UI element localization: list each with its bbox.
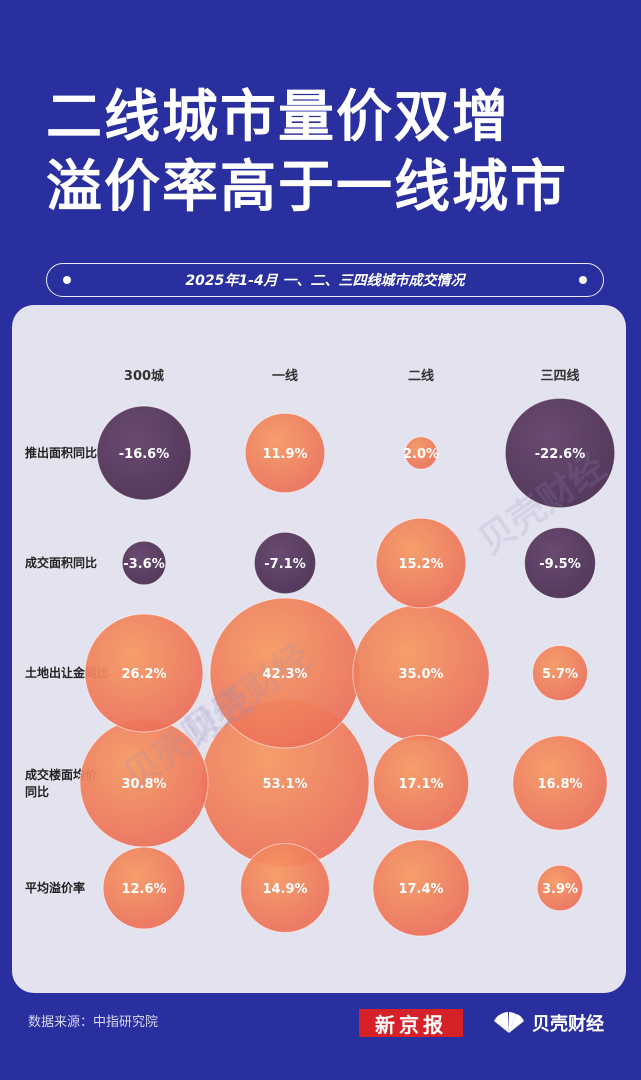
page-title-line1: 二线城市量价双增: [46, 85, 510, 150]
bubble-r2-c4: [524, 527, 596, 599]
value-label-r1-c1: -16.6%: [119, 447, 170, 462]
value-label-r3-c4: 5.7%: [542, 667, 578, 682]
beike-logo: 贝壳财经: [492, 1009, 604, 1037]
value-label-r3-c3: 35.0%: [398, 667, 443, 682]
value-label-r4-c1: 30.8%: [121, 777, 166, 792]
value-label-r4-c4: 16.8%: [537, 777, 582, 792]
value-label-r2-c2: -7.1%: [264, 557, 305, 572]
value-label-r1-c3: 2.0%: [403, 447, 439, 462]
data-source-note: 数据来源：中指研究院: [28, 1015, 159, 1030]
value-label-r5-c3: 17.4%: [398, 882, 443, 897]
bubble-r5-c1: [102, 846, 186, 930]
value-label-r5-c1: 12.6%: [121, 882, 166, 897]
bubble-r3-c1: [84, 613, 204, 733]
shell-icon: [494, 1012, 524, 1033]
beike-logo-text: 贝壳财经: [532, 1014, 604, 1035]
bubble-r2-c3: [375, 517, 467, 609]
bubble-r4-c4: [512, 735, 608, 831]
bubble-r1-c3: [404, 436, 438, 470]
value-label-r2-c4: -9.5%: [539, 557, 580, 572]
bubble-r2-c2: [253, 531, 317, 595]
bubble-r1-c1: [96, 405, 192, 501]
row-label-5: 平均溢价率: [25, 880, 85, 895]
value-label-r2-c3: 15.2%: [398, 557, 443, 572]
chart-subtitle: 2025年1-4月 一、二、三四线城市成交情况: [185, 273, 465, 289]
column-header-4: 三四线: [540, 368, 579, 384]
bubble-r5-c4: [536, 864, 584, 912]
bubble-r2-c1: [121, 540, 167, 586]
bubble-r5-c2: [240, 843, 330, 933]
value-label-r4-c2: 53.1%: [262, 777, 307, 792]
chart-panel: 300城 一线 二线 三四线 推出面积同比 成交面积同比 土地出让金同比 成交楼面均价同比 平均…: [12, 305, 626, 993]
value-label-r5-c4: 3.9%: [542, 882, 578, 897]
column-header-1: 300城: [124, 368, 164, 384]
value-label-r2-c1: -3.6%: [123, 557, 164, 572]
bubble-r5-c3: [372, 839, 470, 937]
bubble-r1-c2: [244, 412, 326, 494]
row-label-1: 推出面积同比: [25, 445, 97, 460]
value-label-r1-c4: -22.6%: [535, 447, 586, 462]
value-label-r4-c3: 17.1%: [398, 777, 443, 792]
xinjingbao-logo: 新京报: [359, 1009, 463, 1037]
value-label-r1-c2: 11.9%: [262, 447, 307, 462]
column-header-3: 二线: [408, 368, 434, 384]
column-header-2: 一线: [272, 368, 298, 384]
bullet-dot-icon: [579, 276, 587, 284]
page-title-line2: 溢价率高于一线城市: [46, 155, 568, 220]
bubble-r1-c4: [504, 397, 616, 509]
bullet-dot-icon: [63, 276, 71, 284]
value-label-r3-c1: 26.2%: [121, 667, 166, 682]
bubble-r4-c3: [372, 734, 470, 832]
bubble-chart: 300城 一线 二线 三四线推出面积同比成交面积同比土地出让金同比成交楼面均价同比平均…: [25, 368, 616, 937]
subtitle-pill: 2025年1-4月 一、二、三四线城市成交情况: [46, 263, 604, 297]
bubble-r3-c4: [532, 645, 588, 701]
row-label-2: 成交面积同比: [25, 555, 97, 570]
value-label-r5-c2: 14.9%: [262, 882, 307, 897]
value-label-r3-c2: 42.3%: [262, 667, 307, 682]
